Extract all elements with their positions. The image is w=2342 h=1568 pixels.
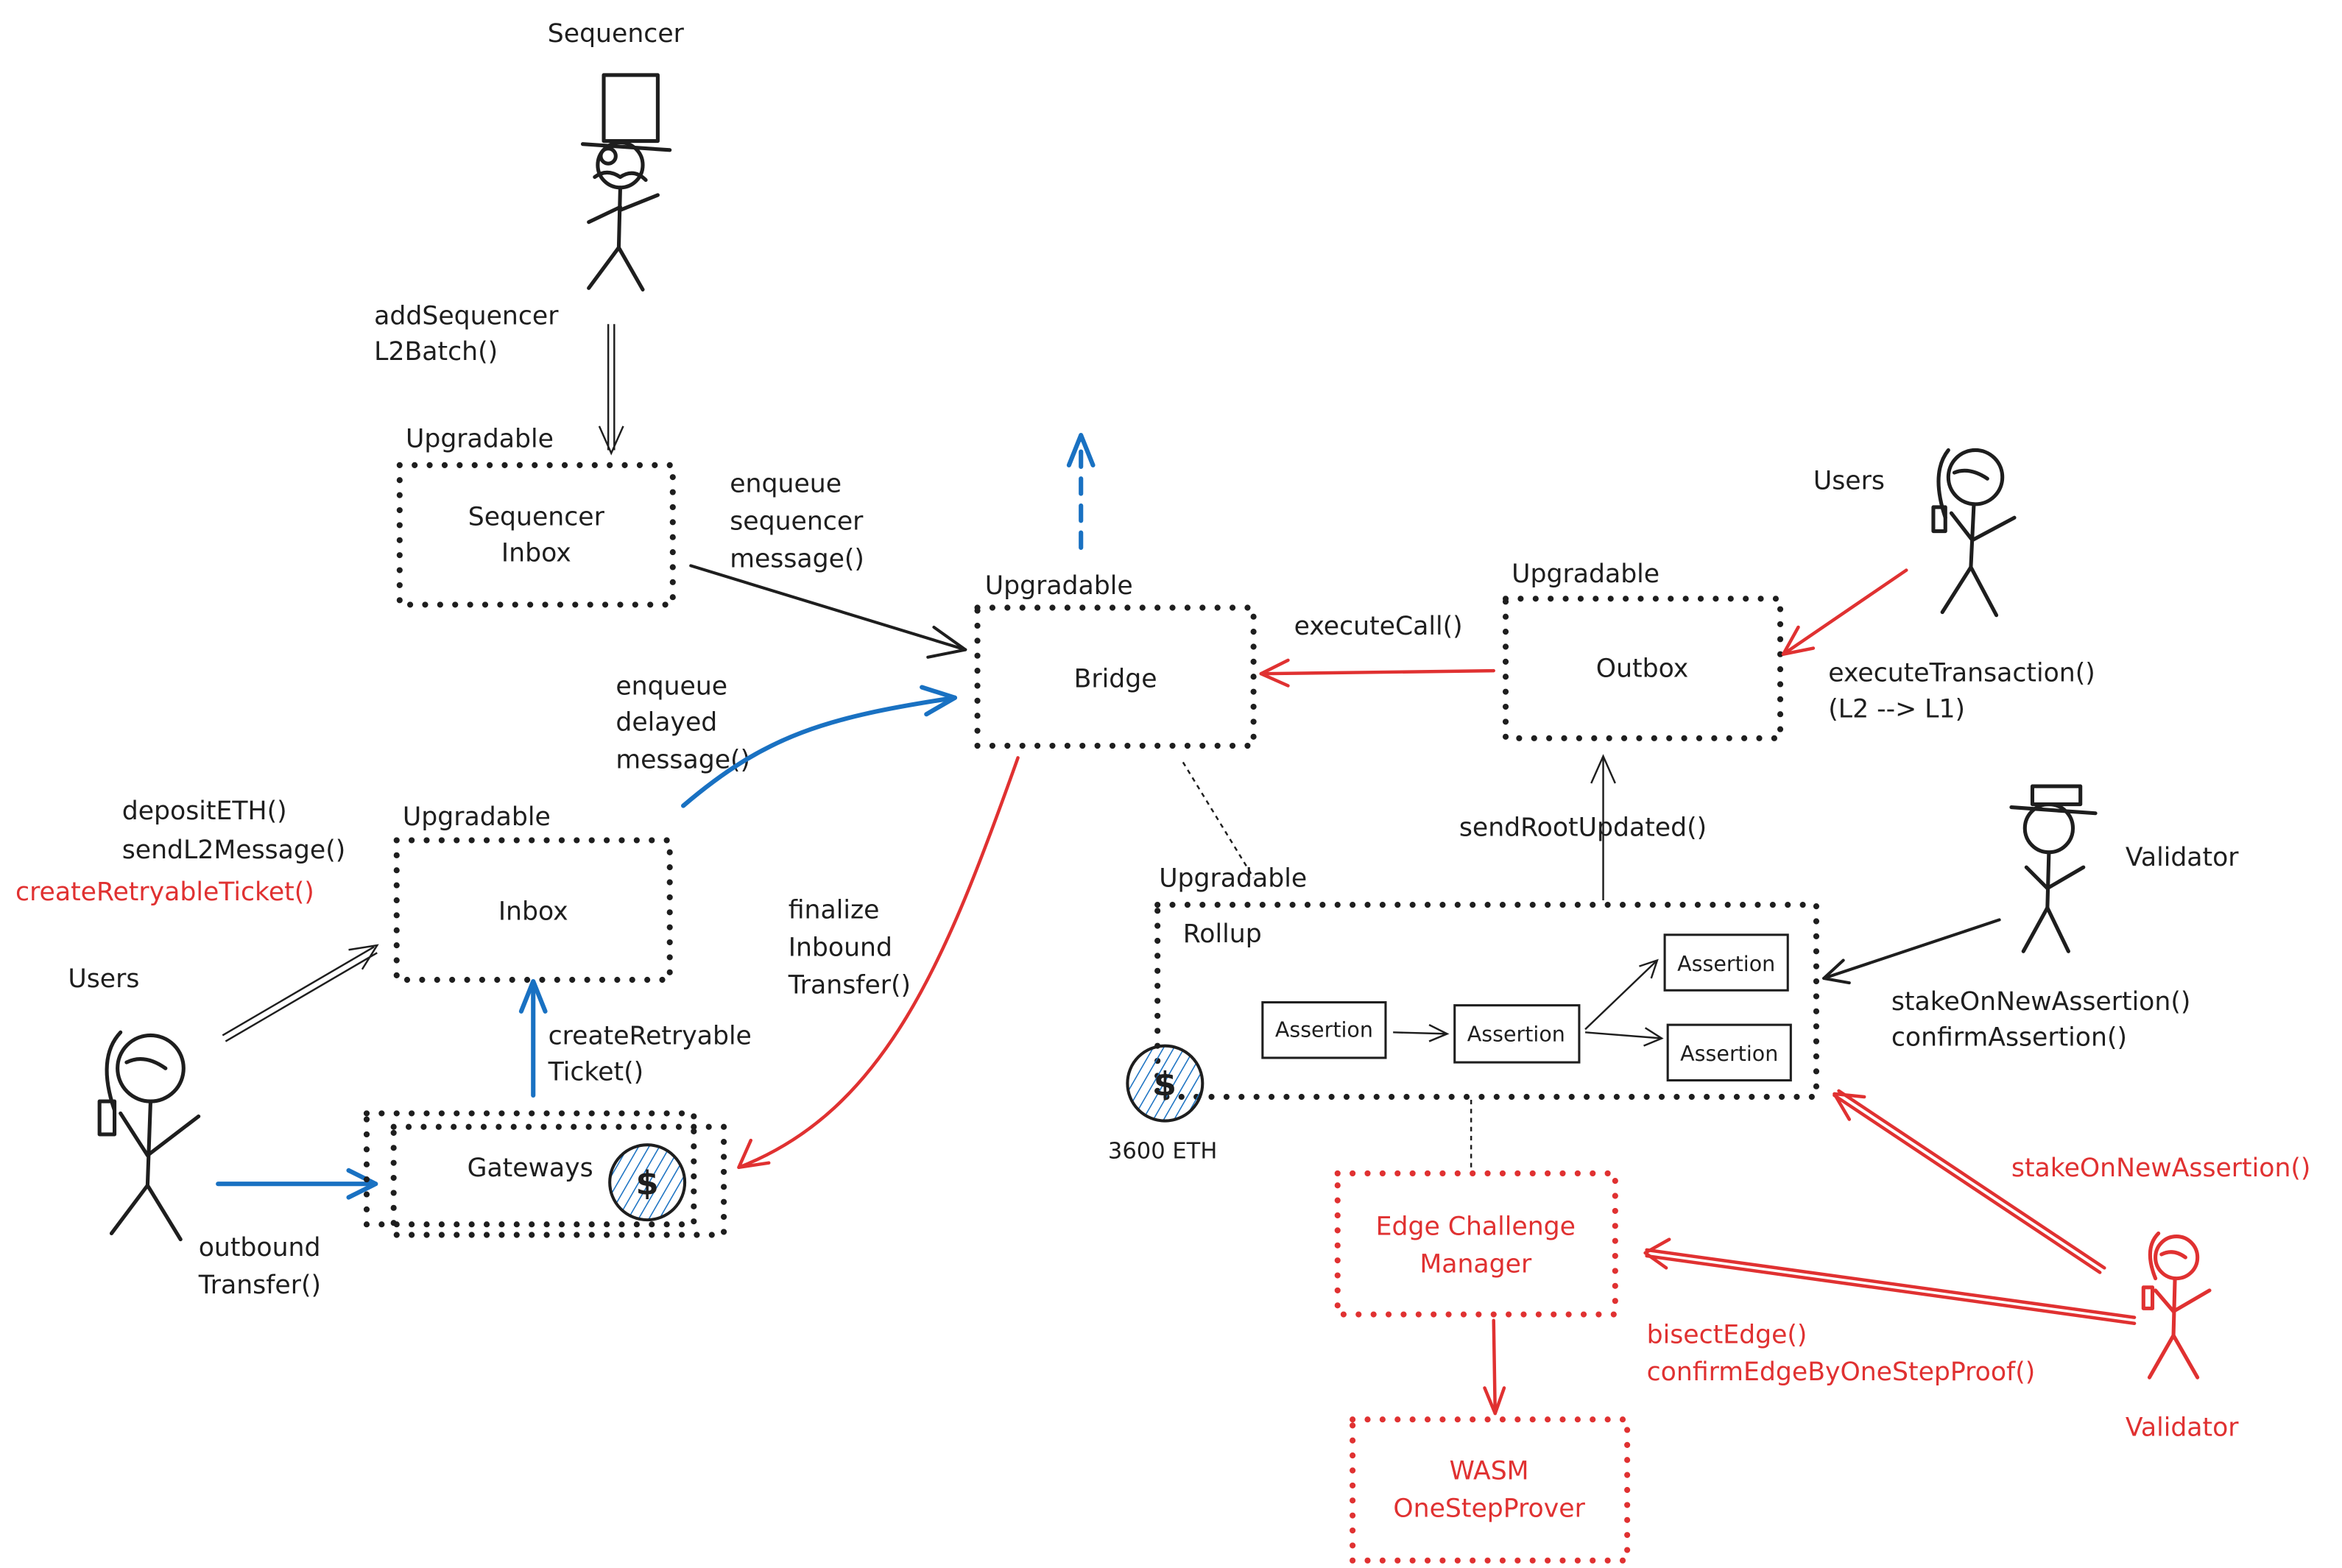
enqueue-delayed-msg-2: delayed (616, 708, 717, 738)
outbox-node[interactable]: Upgradable Outbox (1502, 559, 1784, 741)
upgradable-tag: Upgradable (1159, 864, 1307, 894)
arrow-gateways-to-inbox (518, 978, 548, 1098)
assertion-box: Assertion (1663, 933, 1789, 992)
svg-text:Assertion: Assertion (1680, 1042, 1778, 1066)
enqueue-delayed-msg-1: enqueue (616, 672, 727, 702)
bisect-edge-call: bisectEdge() (1647, 1320, 1807, 1349)
validator-top-label: Validator (2126, 843, 2239, 872)
svg-text:Assertion: Assertion (1677, 952, 1775, 976)
dotted-link-bridge-rollup (1182, 761, 1255, 879)
upgradable-tag: Upgradable (985, 571, 1133, 601)
svg-text:$: $ (636, 1163, 659, 1202)
gateways-node[interactable]: Gateways $ (363, 1110, 727, 1238)
assertion-box: Assertion (1666, 1023, 1792, 1082)
double-arrow-validator-to-challenge (1643, 1237, 2137, 1326)
add-sequencer-batch-call: addSequencer (374, 301, 559, 331)
sequencer-figure-icon (580, 73, 672, 292)
arrow-outbox-to-bridge (1259, 658, 1495, 688)
assertion-box: Assertion (1453, 1004, 1581, 1064)
sequencer-actor: Sequencer addSequencer L2Batch() (374, 19, 685, 456)
inbox-label: Inbox (498, 897, 568, 926)
rollup-label: Rollup (1183, 919, 1262, 949)
sequencer-label: Sequencer (548, 19, 685, 49)
confirm-edge-call: confirmEdgeByOneStepProof() (1647, 1357, 2036, 1387)
enqueue-sequencer-msg-1: enqueue (730, 470, 842, 499)
user-figure-icon (97, 1030, 201, 1242)
assertion-arrows (1393, 958, 1664, 1047)
send-l2-message-call: sendL2Message() (122, 836, 345, 865)
outbound-transfer-1: outbound (199, 1233, 321, 1262)
arrow-validator-to-rollup (1822, 918, 2001, 985)
edge-challenge-manager-node[interactable]: Edge Challenge Manager (1334, 1170, 1618, 1318)
create-retryable-ticket-call: createRetryableTicket() (15, 877, 314, 907)
rollup-node[interactable]: Upgradable Rollup Assertion Assertion As… (1108, 864, 1820, 1165)
bridge-node[interactable]: Upgradable Bridge (974, 571, 1257, 749)
gateways-label: Gateways (468, 1154, 593, 1183)
edge-challenge-label-1: Edge Challenge (1376, 1212, 1576, 1242)
red-stake-call: stakeOnNewAssertion() (2011, 1154, 2311, 1183)
deposit-eth-call: depositETH() (122, 797, 287, 826)
arrow-rollup-to-outbox (1590, 754, 1616, 900)
upgradable-tag: Upgradable (403, 802, 551, 832)
coin-icon: $ (1126, 1044, 1204, 1123)
arrow-challenge-to-wasm (1483, 1318, 1506, 1416)
coin-icon: $ (608, 1143, 687, 1222)
create-retryable-label-1: createRetryable (549, 1022, 752, 1051)
finalize-inbound-2: Inbound (789, 933, 892, 962)
double-arrow-validator-to-rollup (1833, 1089, 2106, 1274)
outbound-transfer-2: Transfer() (198, 1271, 321, 1300)
arrow-sequencer-inbox-to-bridge (689, 564, 967, 659)
execute-call-label: executeCall() (1294, 612, 1463, 641)
finalize-inbound-1: finalize (789, 895, 880, 925)
enqueue-sequencer-msg-3: message() (730, 544, 864, 573)
enqueue-sequencer-msg-2: sequencer (730, 507, 864, 537)
inbox-node[interactable]: Upgradable Inbox (393, 802, 673, 983)
confirm-assertion-call: confirmAssertion() (1891, 1023, 2127, 1053)
add-sequencer-batch-call-2: L2Batch() (374, 337, 498, 367)
edge-challenge-label-2: Manager (1419, 1249, 1532, 1279)
users-left-label: Users (68, 964, 139, 994)
rollup-balance: 3600 ETH (1108, 1139, 1217, 1165)
validator-figure-icon (2009, 784, 2098, 953)
stake-on-new-assertion-call: stakeOnNewAssertion() (1891, 987, 2191, 1017)
users-right-label: Users (1813, 466, 1885, 495)
wasm-label-2: OneStepProver (1393, 1494, 1585, 1524)
user-figure-icon (1931, 448, 2017, 618)
wasm-one-step-prover-node[interactable]: WASM OneStepProver (1350, 1416, 1631, 1564)
finalize-inbound-3: Transfer() (788, 970, 911, 1000)
bridge-label: Bridge (1074, 665, 1157, 694)
assertion-box: Assertion (1261, 1001, 1387, 1059)
wasm-label-1: WASM (1450, 1457, 1529, 1486)
l2-to-l1-note: (L2 --> L1) (1828, 694, 1965, 724)
sequencer-inbox-node[interactable]: Upgradable Sequencer Inbox (396, 424, 676, 608)
dashed-arrow-up (1066, 433, 1096, 551)
upgradable-tag: Upgradable (1512, 559, 1659, 589)
arrow-inbox-to-bridge (681, 685, 958, 808)
svg-text:$: $ (1154, 1064, 1177, 1103)
create-retryable-label-2: Ticket() (548, 1058, 644, 1087)
red-validator-label: Validator (2126, 1413, 2239, 1443)
sequencer-inbox-label-1: Sequencer (468, 502, 605, 532)
red-validator-figure-icon (2141, 1231, 2212, 1380)
double-arrow-users-to-inbox (222, 944, 379, 1042)
execute-transaction-call: executeTransaction() (1828, 658, 2095, 688)
send-root-updated-label: sendRootUpdated() (1459, 813, 1707, 842)
arrow-users-to-outbox (1781, 568, 1908, 656)
double-arrow-to-sequencer-inbox (598, 324, 624, 456)
arrow-users-to-gateways (216, 1168, 378, 1200)
svg-text:Assertion: Assertion (1275, 1017, 1373, 1042)
svg-text:Assertion: Assertion (1467, 1023, 1565, 1047)
sequencer-inbox-label-2: Inbox (501, 538, 571, 568)
outbox-label: Outbox (1596, 654, 1688, 683)
upgradable-tag: Upgradable (406, 424, 554, 453)
arrow-bridge-to-gateways (737, 756, 1020, 1170)
